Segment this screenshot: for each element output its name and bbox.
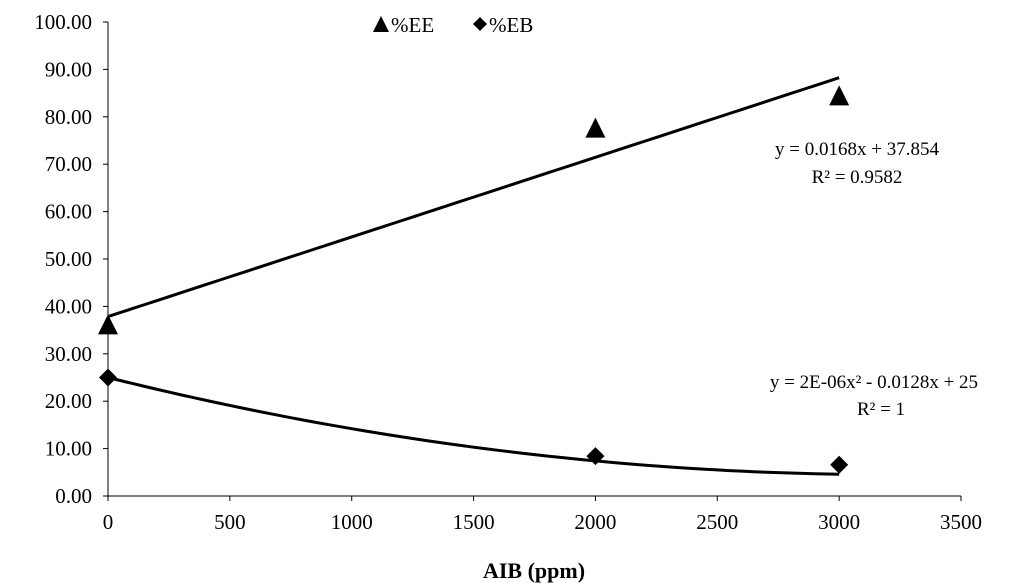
x-axis-title: AIB (ppm)	[483, 558, 585, 583]
x-tick-label: 3000	[818, 510, 860, 534]
point-diamond-1	[586, 447, 605, 466]
y-tick-label: 50.00	[45, 247, 92, 271]
x-tick-label: 0	[103, 510, 114, 534]
y-tick-label: 100.00	[34, 10, 92, 34]
trendline-annotation-eb: y = 2E-06x² - 0.0128x + 25 R² = 1	[770, 372, 978, 420]
y-axis-ticks: 0.00 10.00 20.00 30.00 40.00 50.00 60.00 70.00 8…	[34, 10, 108, 508]
y-tick-label: 90.00	[45, 57, 92, 81]
y-tick-label: 80.00	[45, 105, 92, 129]
y-tick-label: 0.00	[55, 484, 92, 508]
legend: %EE %EB	[373, 13, 533, 37]
y-tick-label: 40.00	[45, 294, 92, 318]
y-tick-label: 10.00	[45, 437, 92, 461]
point-triangle-1	[585, 117, 606, 138]
point-triangle-0	[98, 314, 118, 335]
legend-label-eb: %EB	[489, 13, 533, 37]
trendline-annotation-ee: y = 0.0168x + 37.854 R² = 0.9582	[775, 139, 939, 188]
x-tick-label: 1500	[453, 510, 495, 534]
x-tick-label: 2500	[696, 510, 738, 534]
r2-ee: R² = 0.9582	[812, 167, 903, 188]
trendline-series-0	[107, 76, 840, 318]
point-triangle-2	[829, 85, 850, 106]
trendlines	[107, 76, 840, 476]
legend-marker-triangle-icon	[373, 16, 389, 32]
x-tick-label: 3500	[940, 510, 982, 534]
y-tick-label: 30.00	[45, 342, 92, 366]
equation-eb: y = 2E-06x² - 0.0128x + 25	[770, 372, 978, 393]
y-tick-label: 70.00	[45, 152, 92, 176]
equation-ee: y = 0.0168x + 37.854	[775, 139, 939, 160]
point-diamond-0	[99, 368, 117, 387]
data-markers	[98, 85, 850, 474]
y-tick-label: 60.00	[45, 200, 92, 224]
x-axis-ticks: 0 500 1000 1500 2000 2500 3000 3500	[103, 496, 982, 534]
trendline-series-1	[107, 376, 840, 476]
x-tick-label: 1000	[331, 510, 373, 534]
x-tick-label: 2000	[574, 510, 616, 534]
plot-area: 0.00 10.00 20.00 30.00 40.00 50.00 60.00 70.00 8…	[34, 10, 982, 534]
legend-label-ee: %EE	[391, 13, 434, 37]
legend-marker-diamond-icon	[473, 17, 487, 31]
x-tick-label: 500	[214, 510, 246, 534]
y-tick-label: 20.00	[45, 389, 92, 413]
point-diamond-2	[830, 455, 849, 474]
r2-eb: R² = 1	[857, 399, 905, 420]
